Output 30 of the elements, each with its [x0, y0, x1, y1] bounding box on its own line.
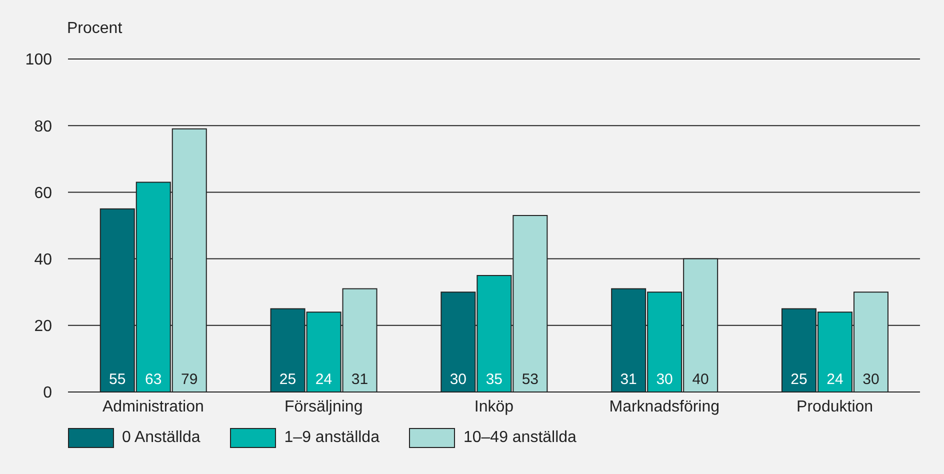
data-label: 24 [315, 371, 332, 388]
data-label: 31 [351, 371, 368, 388]
data-label: 24 [826, 371, 844, 388]
data-label: 25 [790, 371, 808, 388]
legend-label: 0 Anställda [122, 429, 200, 447]
data-label: 79 [181, 371, 198, 388]
y-tick-label: 40 [34, 251, 52, 268]
legend-label: 10–49 anställda [463, 429, 576, 447]
data-label: 25 [279, 371, 296, 388]
data-label: 31 [620, 371, 637, 388]
y-tick-label: 60 [34, 184, 52, 202]
x-tick-label: Försäljning [284, 398, 363, 416]
data-label: 30 [450, 371, 467, 388]
data-label: 40 [692, 371, 709, 388]
y-axis-title: Procent [67, 20, 122, 38]
y-tick-label: 20 [34, 318, 52, 336]
x-tick-label: Marknadsföring [609, 398, 720, 416]
data-label: 63 [145, 371, 162, 388]
y-tick-label: 0 [43, 384, 52, 402]
x-tick-label: Administration [102, 398, 204, 416]
data-label: 30 [862, 371, 880, 388]
data-label: 53 [522, 371, 539, 388]
x-tick-label: Inköp [474, 398, 514, 416]
y-tick-label: 80 [34, 118, 52, 136]
data-label: 35 [486, 371, 503, 388]
legend-label: 1–9 anställda [284, 429, 380, 447]
y-tick-label: 100 [25, 52, 52, 69]
data-label: 30 [656, 371, 673, 388]
x-tick-label: Produktion [796, 398, 874, 416]
data-label: 55 [109, 371, 126, 388]
